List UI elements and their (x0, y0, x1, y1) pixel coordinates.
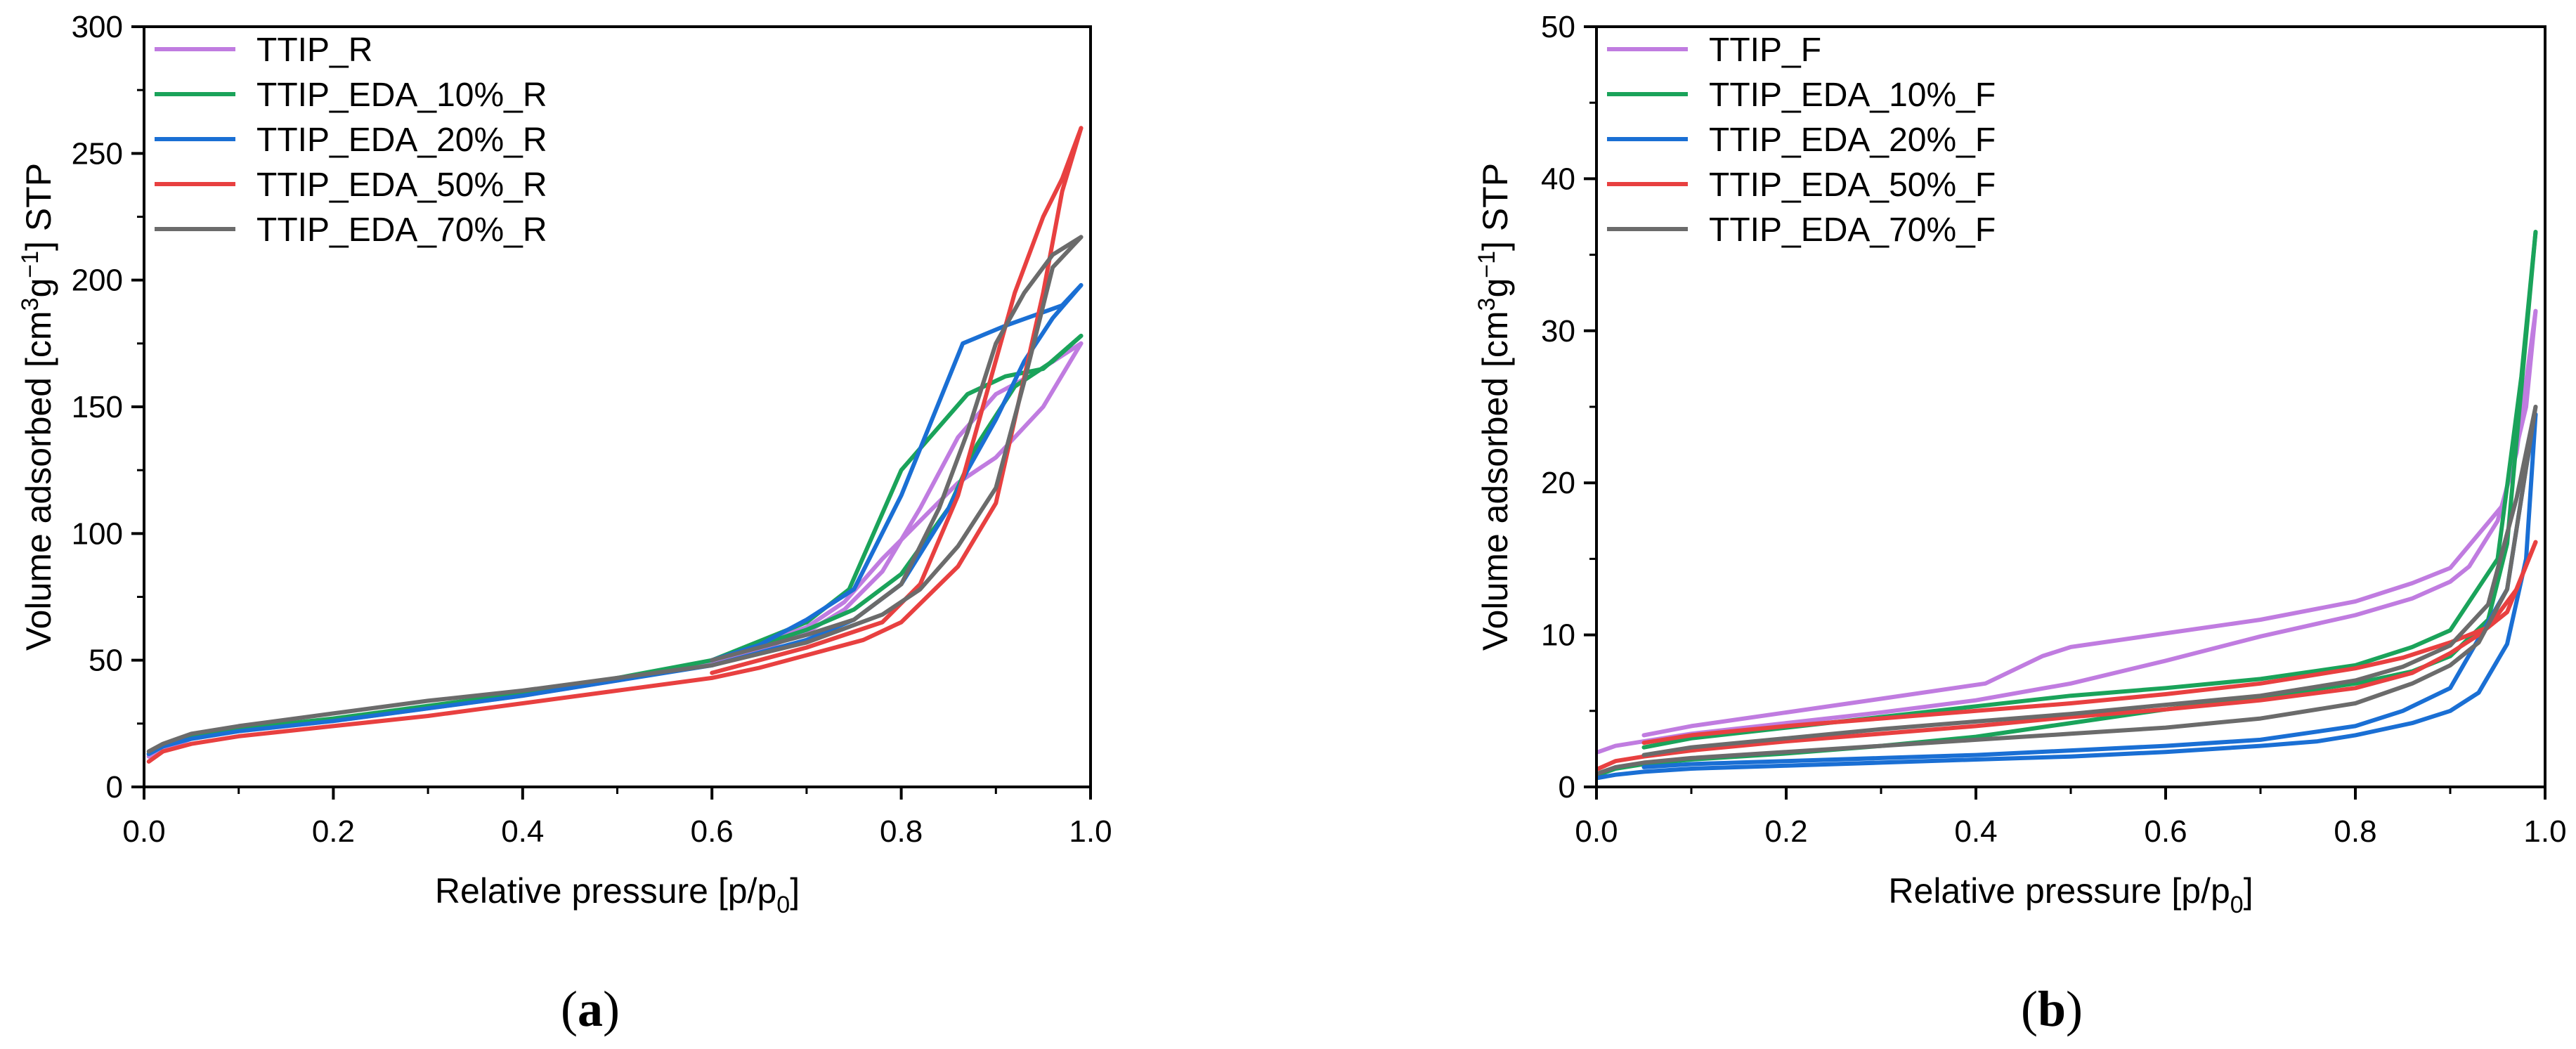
series-line-TTIP_R-desorption (710, 341, 1084, 663)
series-line-TTIP_EDA_70%_R-desorption (710, 235, 1084, 663)
series-line-TTIP_R-adsorption (146, 341, 1084, 759)
series-line-TTIP_EDA_70%_R-adsorption (146, 235, 1084, 754)
y-tick-label: 200 (72, 263, 123, 298)
series-line-TTIP_EDA_50%_R-desorption (710, 126, 1084, 675)
x-tick-label: 1.0 (1069, 814, 1112, 849)
y-axis-label: Volume adsorbed [cm3g−1] STP (1474, 163, 1515, 651)
series-line-TTIP_EDA_70%_F-adsorption (1596, 405, 2538, 776)
legend-label: TTIP_EDA_70%_R (256, 211, 547, 249)
legend-label: TTIP_EDA_50%_F (1709, 167, 1996, 204)
chart-panel-b: 0.0 0.2 0.4 0.6 0.8 1.0 0 10 20 30 40 50 Relative pr… (1474, 10, 2567, 1037)
legend-label: TTIP_R (256, 32, 372, 69)
legend-label: TTIP_EDA_10%_R (256, 77, 547, 114)
panel-label: (b) (2021, 981, 2083, 1037)
legend-label: TTIP_EDA_10%_F (1709, 77, 1996, 114)
x-tick-label: 0.6 (2144, 814, 2187, 849)
series-line-TTIP_EDA_10%_R-desorption (710, 334, 1084, 663)
y-tick-label: 40 (1541, 162, 1575, 196)
y-tick-label: 300 (72, 10, 123, 44)
y-tick-label: 30 (1541, 314, 1575, 348)
x-tick-label: 0.0 (122, 814, 165, 849)
panel-label: (a) (561, 981, 620, 1037)
y-tick-label: 150 (72, 390, 123, 424)
x-axis-label: Relative pressure [p/p0] (435, 871, 800, 918)
y-axis-label: Volume adsorbed [cm3g−1] STP (17, 163, 58, 651)
legend-label: TTIP_EDA_20%_R (256, 122, 547, 159)
series-line-TTIP_EDA_20%_R-adsorption (146, 282, 1084, 757)
y-tick-label: 20 (1541, 466, 1575, 500)
series-line-TTIP_EDA_50%_F-desorption (1641, 540, 2538, 745)
legend: TTIP_F TTIP_EDA_10%_F TTIP_EDA_20%_F TTIP_E… (1607, 32, 1996, 249)
y-tick-label: 100 (72, 516, 123, 551)
series-line-TTIP_EDA_10%_F-desorption (1641, 230, 2538, 750)
y-tick-label: 0 (1559, 770, 1575, 804)
y-tick-label: 50 (89, 644, 123, 678)
x-tick-label: 0.4 (1954, 814, 1997, 849)
legend-label: TTIP_F (1709, 32, 1821, 69)
y-tick-label: 50 (1541, 10, 1575, 44)
x-tick-label: 0.6 (691, 814, 734, 849)
x-tick-label: 0.2 (1764, 814, 1807, 849)
x-tick-label: 0.8 (2334, 814, 2376, 849)
x-axis-label: Relative pressure [p/p0] (1888, 871, 2253, 918)
series-line-TTIP_F-desorption (1641, 308, 2538, 738)
x-tick-label: 0.8 (880, 814, 923, 849)
x-tick-label: 0.4 (501, 814, 544, 849)
x-tick-label: 1.0 (2523, 814, 2566, 849)
y-tick-label: 0 (106, 770, 123, 804)
series-line-TTIP_EDA_70%_F-desorption (1641, 405, 2538, 757)
legend: TTIP_R TTIP_EDA_10%_R TTIP_EDA_20%_R TTIP_E… (155, 32, 547, 249)
y-tick-label: 10 (1541, 618, 1575, 653)
legend-label: TTIP_EDA_50%_R (256, 167, 547, 204)
series-line-TTIP_EDA_10%_F-adsorption (1596, 230, 2538, 777)
legend-label: TTIP_EDA_70%_F (1709, 211, 1996, 249)
y-tick-label: 250 (72, 136, 123, 171)
series-line-TTIP_EDA_20%_F-adsorption (1596, 412, 2538, 780)
x-tick-label: 0.2 (312, 814, 355, 849)
legend-label: TTIP_EDA_20%_F (1709, 122, 1996, 159)
x-tick-label: 0.0 (1575, 814, 1618, 849)
series-line-TTIP_EDA_50%_F-adsorption (1596, 540, 2538, 771)
series-line-TTIP_F-adsorption (1596, 308, 2538, 755)
chart-panel-a: 0.0 0.2 0.4 0.6 0.8 1.0 0 50 100 150 200 250 300 Rela… (17, 10, 1112, 1037)
